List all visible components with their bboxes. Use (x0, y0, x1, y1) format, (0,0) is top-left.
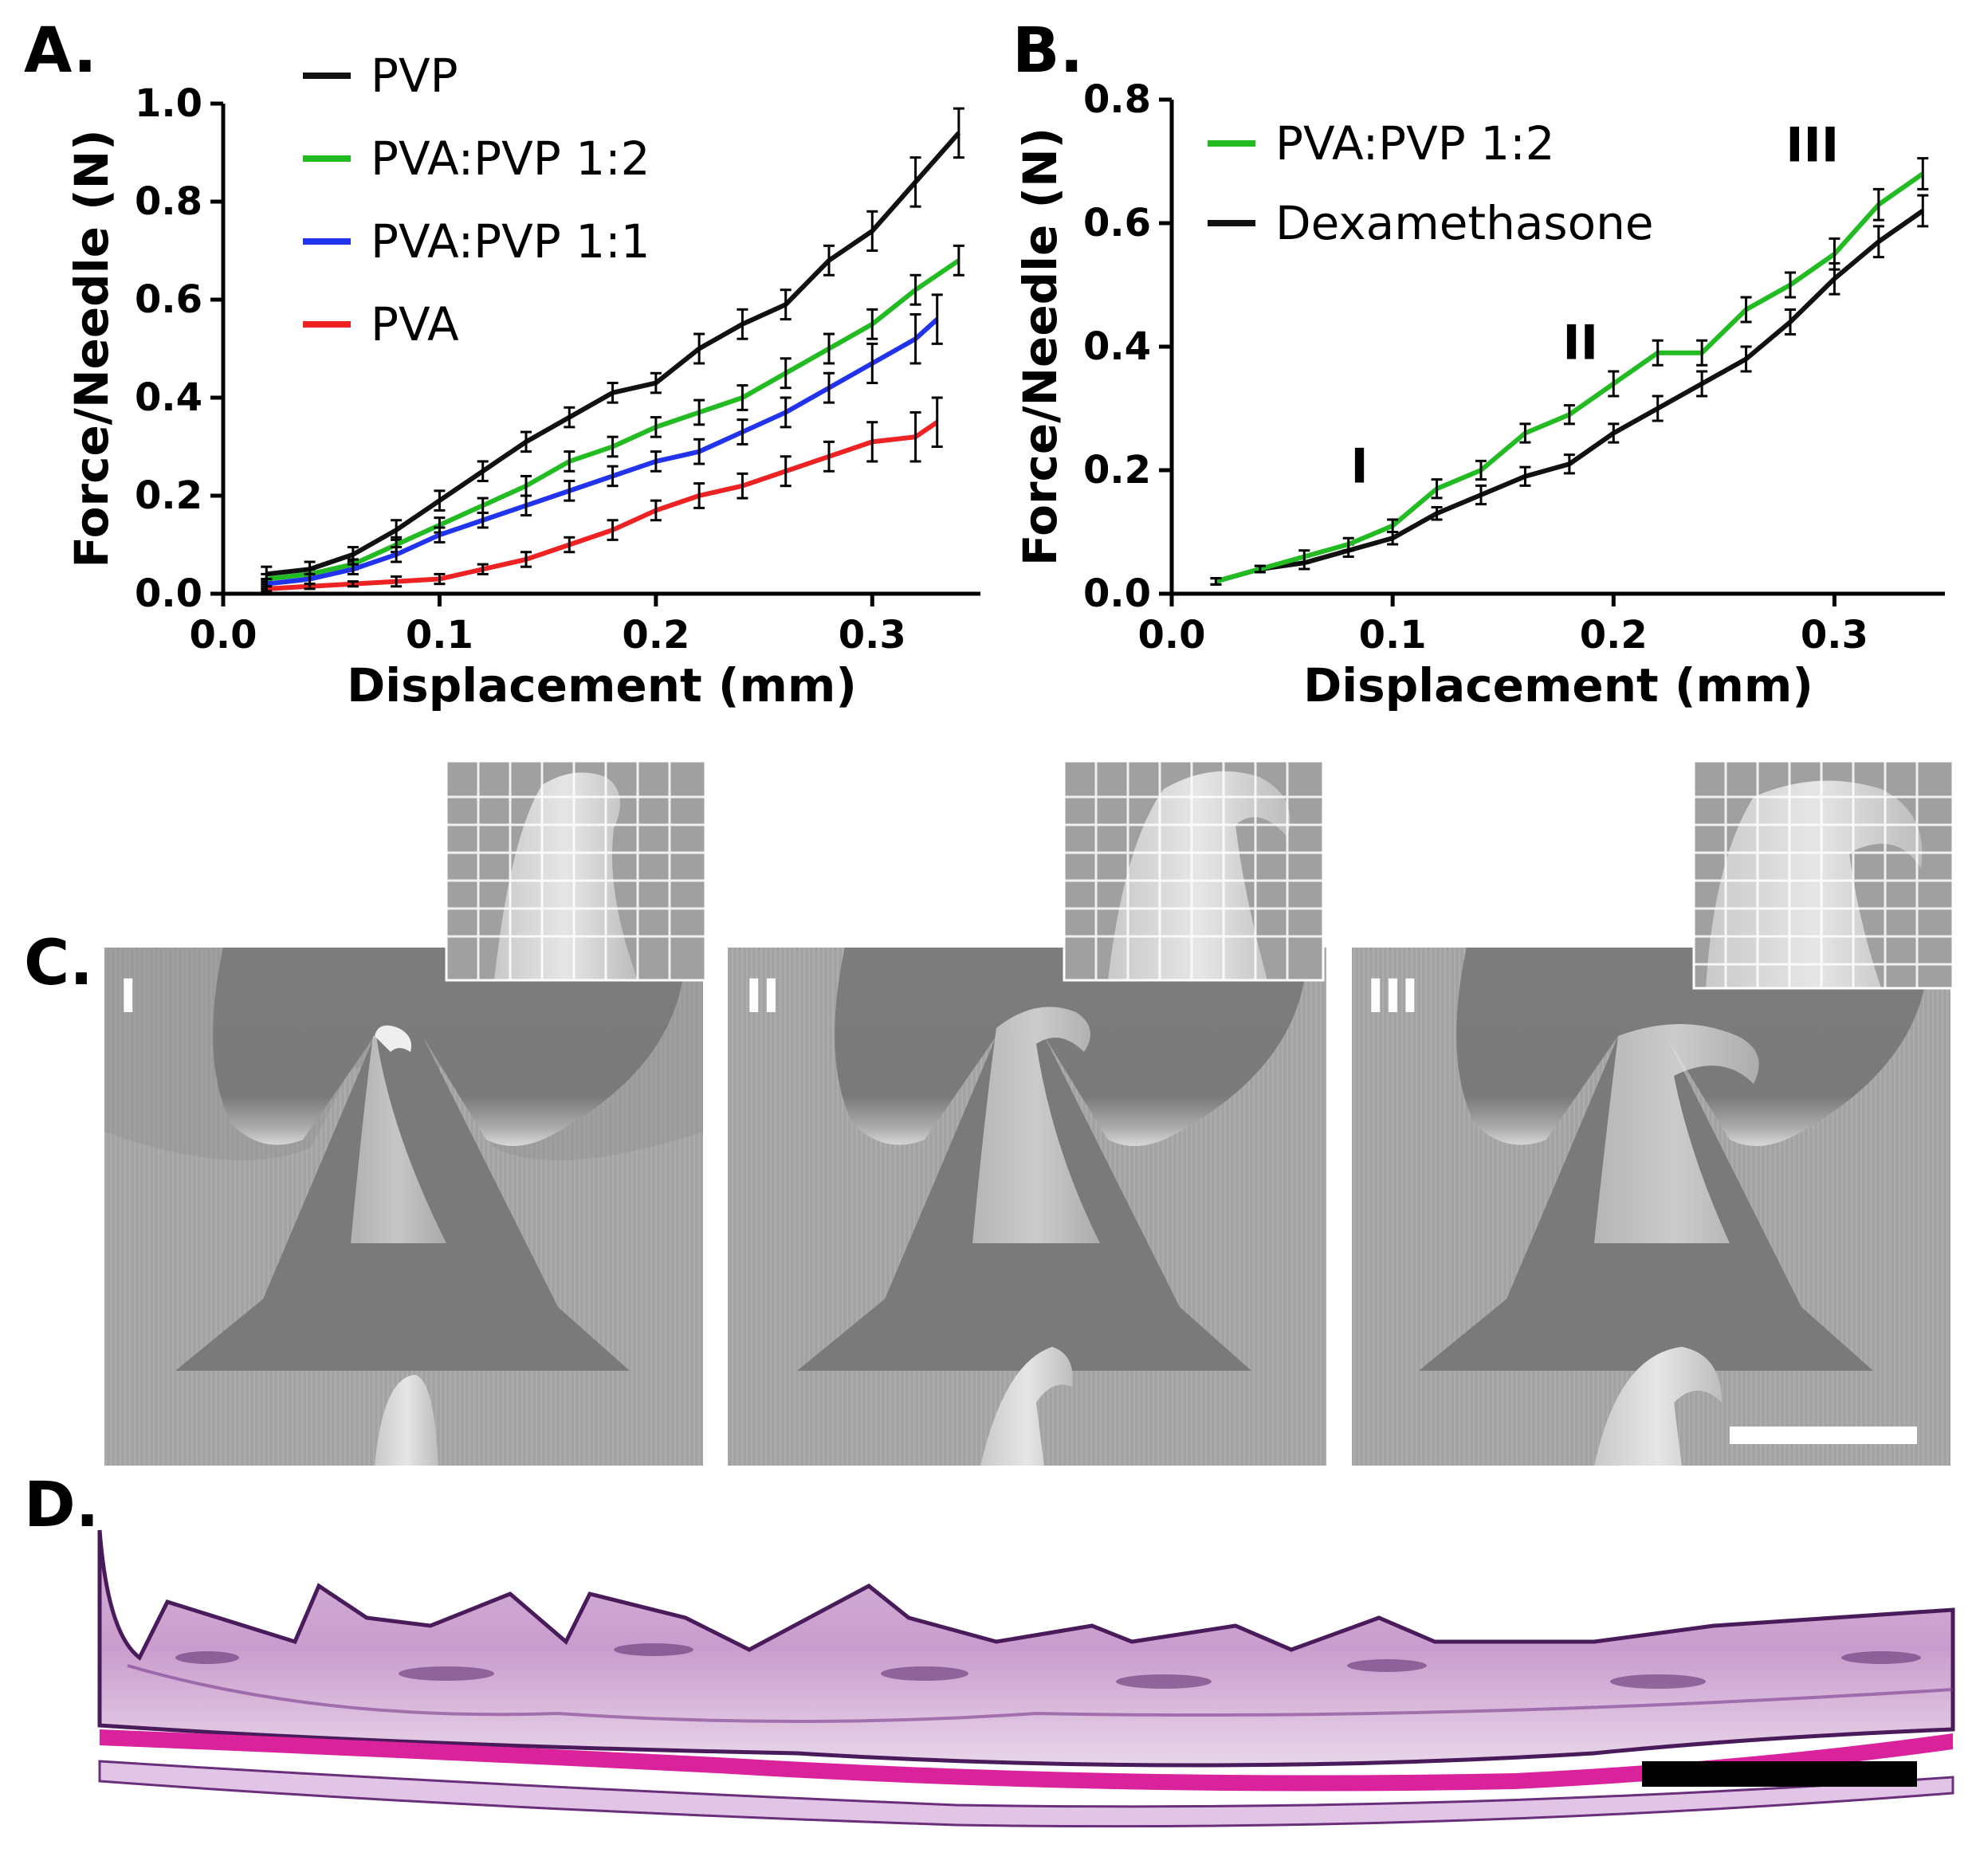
y-tick-label: 0.8 (1083, 77, 1151, 122)
legend-item: PVP (303, 49, 458, 103)
legend-label: PVP (371, 49, 458, 103)
sem-image-2: II (726, 946, 1328, 1467)
roman-annotation: I (1350, 439, 1368, 495)
x-tick-label: 0.1 (1359, 613, 1427, 657)
scale-bar-d (1642, 1761, 1917, 1787)
histology-image (97, 1529, 1955, 1828)
sem-image-1: I (103, 946, 705, 1467)
x-tick-label: 0.0 (1137, 613, 1205, 657)
legend-item: PVA (303, 297, 459, 351)
y-tick-label: 0.6 (135, 277, 202, 322)
x-tick-label: 0.3 (839, 613, 906, 657)
sem-inset-2 (1063, 759, 1325, 982)
sem-image-3: III (1350, 946, 1952, 1467)
y-tick-label: 0.4 (135, 375, 202, 420)
sem-inset-3 (1692, 759, 1954, 990)
chart-a: 0.0 0.2 0.4 0.6 0.8 1.0 0.0 0.1 0.2 0.3Displaceme… (65, 49, 980, 712)
roman-annotation: III (1785, 118, 1839, 174)
legend-item: Dexamethasone (1208, 196, 1654, 250)
panel-label-c: C. (24, 928, 93, 999)
y-tick-label: 0.0 (135, 571, 202, 616)
roman-annotation: II (1562, 316, 1598, 371)
x-tick-label: 0.2 (622, 613, 689, 657)
legend-item: PVA:PVP 1:2 (303, 131, 650, 186)
y-tick-label: 0.4 (1083, 324, 1151, 369)
y-tick-label: 0.0 (1083, 571, 1151, 616)
legend-item: PVA:PVP 1:2 (1208, 116, 1555, 171)
sem-inset-1 (445, 759, 707, 982)
x-axis-label: Displacement (mm) (347, 658, 857, 712)
series-line (265, 131, 961, 577)
panel-label-b: B. (1012, 15, 1083, 87)
sem-label-1: I (120, 969, 137, 1023)
y-tick-label: 0.2 (1083, 448, 1151, 493)
sem-label-3: III (1367, 969, 1419, 1023)
legend-label: PVA:PVP 1:2 (371, 131, 650, 186)
y-tick-label: 0.6 (1083, 201, 1151, 245)
legend-label: PVA:PVP 1:2 (1275, 116, 1555, 171)
legend-label: Dexamethasone (1275, 196, 1654, 250)
panel-label-a: A. (24, 15, 96, 87)
y-tick-label: 1.0 (135, 81, 202, 126)
x-tick-label: 0.0 (189, 613, 257, 657)
chart-b: 0.0 0.2 0.4 0.6 0.8 0.0 0.1 0.2 0.3Displacement … (1013, 77, 1945, 712)
y-axis-label: Force/Needle (N) (1013, 128, 1067, 566)
y-tick-label: 0.2 (135, 473, 202, 518)
y-tick-label: 0.8 (135, 179, 202, 224)
legend-item: PVA:PVP 1:1 (303, 214, 650, 269)
legend-label: PVA (371, 297, 459, 351)
x-tick-label: 0.2 (1580, 613, 1648, 657)
x-axis-label: Displacement (mm) (1303, 658, 1813, 712)
scale-bar-c (1730, 1427, 1917, 1444)
legend-label: PVA:PVP 1:1 (371, 214, 650, 269)
sem-label-2: II (745, 969, 780, 1023)
y-axis-label: Force/Needle (N) (65, 129, 119, 567)
x-tick-label: 0.3 (1801, 613, 1868, 657)
panel-label-d: D. (24, 1470, 99, 1541)
x-tick-label: 0.1 (406, 613, 473, 657)
